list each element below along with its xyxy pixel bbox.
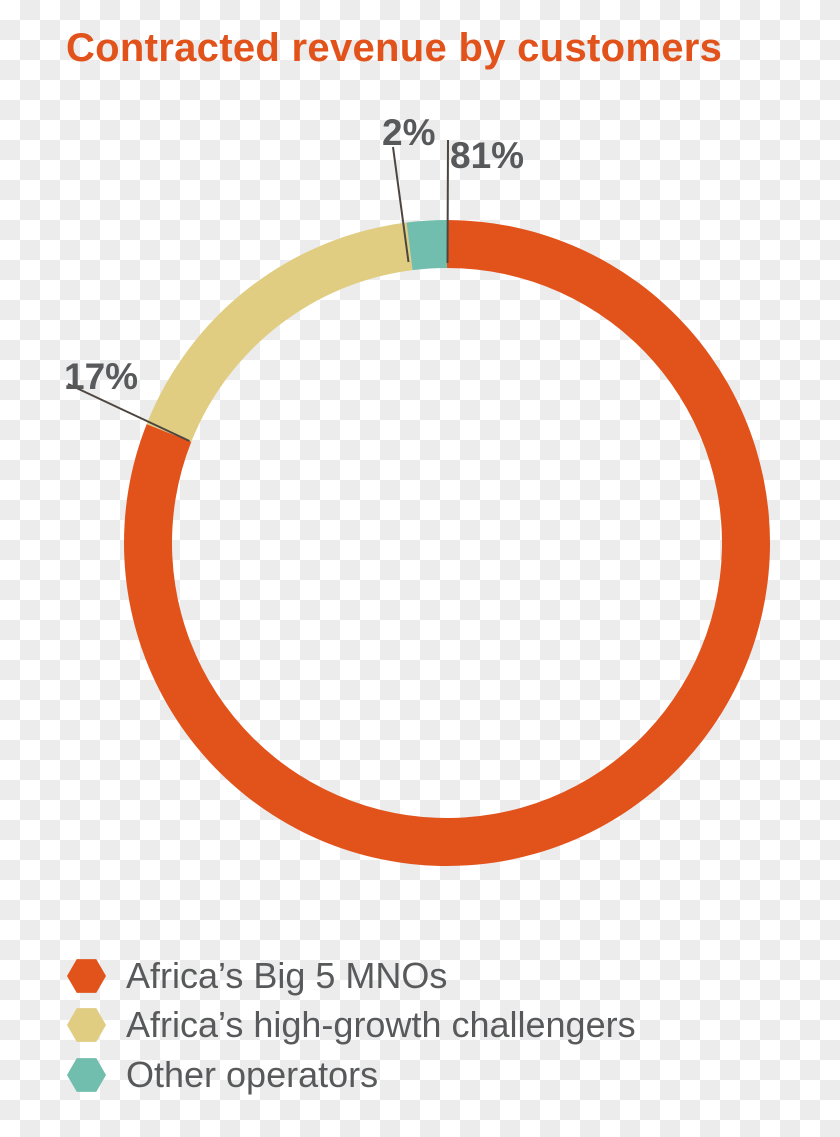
svg-text:81%: 81% — [450, 135, 524, 176]
svg-text:2%: 2% — [382, 112, 435, 153]
svg-text:17%: 17% — [64, 356, 138, 397]
